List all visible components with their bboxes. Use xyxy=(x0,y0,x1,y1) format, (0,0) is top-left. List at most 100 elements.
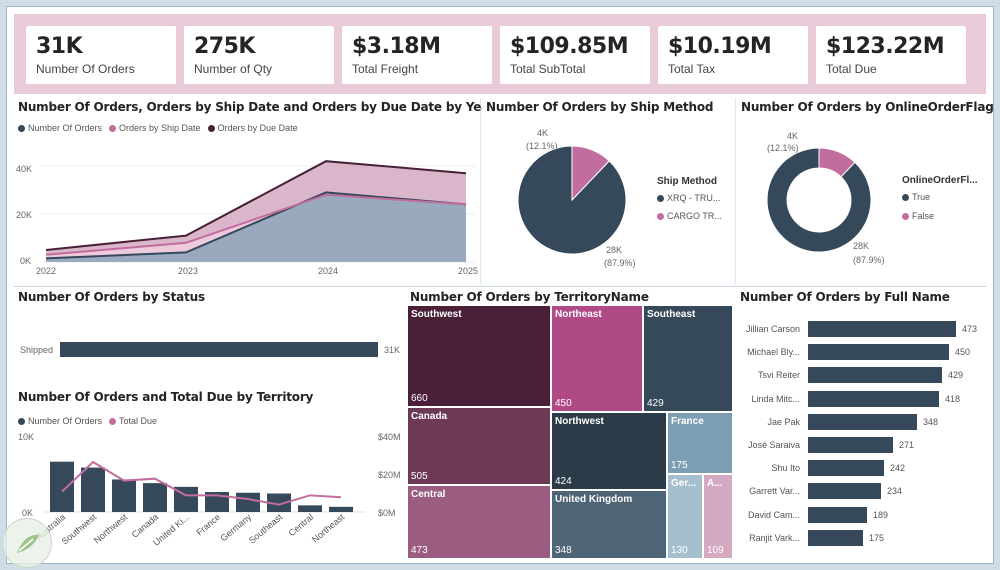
bar[interactable] xyxy=(808,413,917,430)
cell-name: Northeast xyxy=(555,309,602,320)
cell-name: Southwest xyxy=(411,309,462,320)
treemap-cell-southeast[interactable]: Southeast 429 xyxy=(644,306,732,411)
area-fill-0 xyxy=(46,192,466,262)
legend-label: Number Of Orders xyxy=(28,123,103,133)
ship-method-panel[interactable]: Number Of Orders by Ship Method 4K (12.1… xyxy=(482,98,734,284)
cell-value: 348 xyxy=(555,545,572,556)
legend-label: XRQ - TRU... xyxy=(667,193,721,203)
chart-title: Number Of Orders by Ship Method xyxy=(486,100,714,114)
kpi-value: 31K xyxy=(36,34,83,59)
territory-bar xyxy=(112,479,136,512)
y-tick: 20K xyxy=(16,210,33,220)
bar[interactable] xyxy=(808,321,956,337)
chart-title: Number Of Orders by Full Name xyxy=(740,290,950,304)
bar[interactable] xyxy=(808,506,867,523)
kpi-label: Total Tax xyxy=(668,62,716,76)
bar[interactable] xyxy=(808,344,949,361)
treemap-cell-northwest[interactable]: Northwest 424 xyxy=(552,413,666,489)
treemap-cell-northeast[interactable]: Northeast 450 xyxy=(552,306,642,411)
y-tick-left: 0K xyxy=(22,508,34,518)
legend-label: True xyxy=(912,192,931,202)
slice-label: 28K xyxy=(853,241,870,251)
cell-value: 175 xyxy=(671,460,688,471)
legend-marker xyxy=(18,124,25,132)
legend-item[interactable]: True xyxy=(902,192,930,202)
bar[interactable] xyxy=(808,367,942,384)
slice-label: (12.1%) xyxy=(526,141,558,151)
bar[interactable] xyxy=(808,483,881,500)
cell-name: Northwest xyxy=(555,416,604,427)
bar-value-label: 242 xyxy=(890,463,906,474)
treemap-cell-central[interactable]: Central 473 xyxy=(408,486,550,558)
online-flag-slice-0 xyxy=(766,147,872,253)
online-flag-panel[interactable]: Number Of Orders by OnlineOrderFlag 4K (… xyxy=(737,98,994,284)
kpi-card-freight[interactable]: $3.18M Total Freight xyxy=(342,26,492,84)
treemap-cell-southwest[interactable]: Southwest 660 xyxy=(408,306,550,406)
bar[interactable] xyxy=(808,390,939,407)
x-tick: 2023 xyxy=(178,266,199,276)
kpi-card-total-due[interactable]: $123.22M Total Due xyxy=(816,26,966,84)
legend-marker xyxy=(207,124,215,132)
territory-combo-panel[interactable]: Number Of Orders and Total Due by Territ… xyxy=(14,388,404,558)
cell-value: 109 xyxy=(707,545,724,556)
legend-item[interactable]: CARGO TR... xyxy=(657,211,722,221)
status-bar[interactable] xyxy=(60,342,378,357)
bar-value-label: 473 xyxy=(962,324,978,334)
kpi-card-tax[interactable]: $10.19M Total Tax xyxy=(658,26,808,84)
treemap-cell-australia[interactable]: A... 109 xyxy=(704,475,732,558)
x-tick-label: Central xyxy=(287,512,316,538)
x-tick: 2025 xyxy=(458,266,479,276)
legend-label: False xyxy=(912,211,935,221)
x-tick-label: Northeast xyxy=(310,512,347,545)
legend-item[interactable]: XRQ - TRU... xyxy=(657,193,720,203)
bar-value-label: 234 xyxy=(887,486,903,497)
kpi-label: Number Of Orders xyxy=(36,62,135,76)
chart-title: Number Of Orders, Orders by Ship Date an… xyxy=(18,100,495,114)
treemap-cell-france[interactable]: France 175 xyxy=(668,413,732,473)
legend-marker xyxy=(657,212,664,220)
cell-name: A... xyxy=(707,478,723,489)
bar-category-label: Linda Mitc... xyxy=(751,393,800,404)
kpi-label: Total SubTotal xyxy=(510,62,586,76)
treemap-cell-united-kingdom[interactable]: United Kingdom 348 xyxy=(552,491,666,558)
kpi-label: Total Due xyxy=(826,62,877,76)
legend-label: Number Of Orders xyxy=(28,416,103,426)
legend-label: Orders by Ship Date xyxy=(119,123,201,133)
cell-value: 424 xyxy=(555,476,572,487)
territory-bar xyxy=(50,461,74,512)
kpi-card-qty[interactable]: 275K Number of Qty xyxy=(184,26,334,84)
bar[interactable] xyxy=(808,529,863,546)
treemap-cell-canada[interactable]: Canada 505 xyxy=(408,408,550,484)
bar-value-label: 348 xyxy=(923,416,939,427)
bar-category-label: Jae Pak xyxy=(767,416,800,427)
chart-title: Number Of Orders and Total Due by Territ… xyxy=(18,390,314,404)
y-tick-left: 10K xyxy=(18,432,35,442)
area-chart-panel[interactable]: Number Of Orders, Orders by Ship Date an… xyxy=(14,98,495,284)
x-tick-label: Southeast xyxy=(247,512,285,546)
pie-plot xyxy=(517,145,627,255)
kpi-card-orders[interactable]: 31K Number Of Orders xyxy=(26,26,176,84)
y-tick: 0K xyxy=(20,256,32,266)
status-panel[interactable]: Number Of Orders by Status Shipped 31K xyxy=(14,288,404,386)
legend-label: Orders by Due Date xyxy=(217,123,298,133)
watermark-logo-icon xyxy=(2,518,52,568)
bar-category-label: Tsvi Reiter xyxy=(757,370,800,381)
y-tick-right: $20M xyxy=(378,470,401,480)
bar[interactable] xyxy=(808,437,893,453)
bar[interactable] xyxy=(808,460,884,477)
full-name-panel[interactable]: Number Of Orders by Full Name Jillian Ca… xyxy=(736,288,986,558)
legend-marker xyxy=(109,417,117,425)
legend-item[interactable]: False xyxy=(902,211,934,221)
total-due-line xyxy=(61,460,342,506)
bar-value-label: 418 xyxy=(945,393,961,404)
x-tick-label: Northwest xyxy=(92,512,130,546)
territory-bar xyxy=(329,506,353,512)
legend-marker xyxy=(902,212,909,220)
slice-label: (12.1%) xyxy=(767,143,799,153)
kpi-card-subtotal[interactable]: $109.85M Total SubTotal xyxy=(500,26,650,84)
treemap-cell-germany[interactable]: Ger... 130 xyxy=(668,475,702,558)
legend-label: CARGO TR... xyxy=(667,211,722,221)
treemap-panel[interactable]: Number Of Orders by TerritoryName Southw… xyxy=(406,288,732,558)
y-tick: 40K xyxy=(16,164,33,174)
kpi-value: $109.85M xyxy=(510,34,629,59)
